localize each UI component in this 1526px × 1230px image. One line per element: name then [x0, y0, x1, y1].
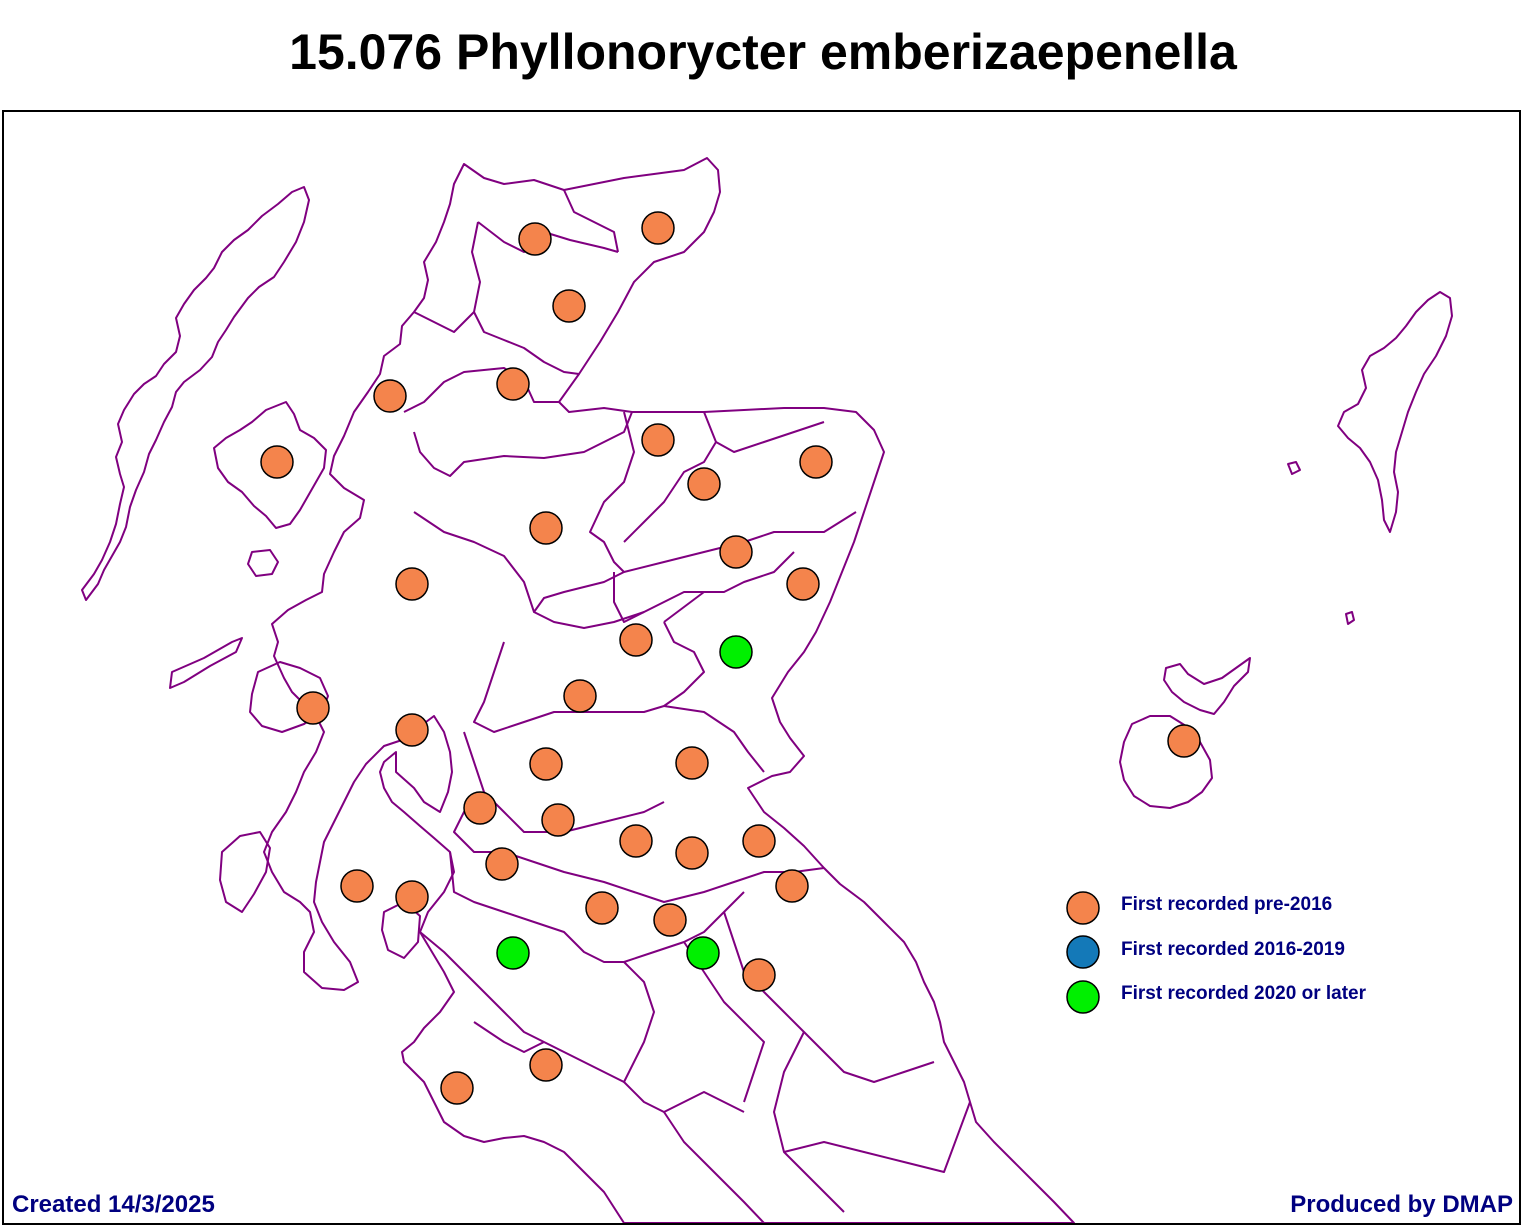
record-dot-pre2016 [675, 836, 709, 870]
record-dot-pre2016 [786, 567, 820, 601]
rum-outline [247, 549, 279, 577]
record-dots [260, 211, 1201, 1105]
orkney-outline [1119, 715, 1213, 809]
vc-boundary [723, 911, 935, 1083]
record-dot-pre2016 [687, 467, 721, 501]
record-dot-pre2016 [463, 791, 497, 825]
record-dot-pre2016 [641, 211, 675, 245]
record-dot-pre2016 [395, 713, 429, 747]
record-dot-pre2016 [619, 824, 653, 858]
vc-boundary [413, 511, 625, 613]
record-dot-pre2016 [296, 691, 330, 725]
record-dot-2020plus [686, 936, 720, 970]
vc-boundary [453, 791, 825, 903]
vc-boundary [563, 189, 619, 253]
record-dot-pre2016 [585, 891, 619, 925]
created-date: Created 14/3/2025 [12, 1191, 215, 1218]
legend-swatch-2016to2019 [1066, 935, 1100, 969]
legend-label-2016-2019: First recorded 2016-2019 [1121, 939, 1345, 960]
record-dot-pre2016 [775, 869, 809, 903]
map-title: 15.076 Phyllonorycter emberizaepenella [289, 24, 1237, 80]
legend-label-pre2016: First recorded pre-2016 [1121, 894, 1333, 915]
record-dot-pre2016 [799, 445, 833, 479]
mainland-outline [263, 157, 1075, 1223]
fair-isle-outline [1345, 611, 1355, 625]
record-dot-pre2016 [340, 869, 374, 903]
vice-county-boundaries [81, 157, 1453, 1223]
record-dot-pre2016 [675, 746, 709, 780]
record-dot-2020plus [719, 635, 753, 669]
vc-boundary [533, 611, 645, 629]
record-dot-pre2016 [518, 222, 552, 256]
skye-outline [213, 401, 327, 529]
legend-swatches [1066, 891, 1100, 1014]
record-dot-pre2016 [552, 289, 586, 323]
record-dot-pre2016 [529, 747, 563, 781]
legend-label-2020-later: First recorded 2020 or later [1121, 983, 1366, 1004]
record-dot-pre2016 [719, 535, 753, 569]
foula-outline [1287, 461, 1301, 475]
record-dot-pre2016 [641, 423, 675, 457]
record-dot-pre2016 [260, 445, 294, 479]
vc-boundary [783, 1101, 971, 1173]
vc-boundary [463, 731, 665, 833]
vc-boundary [403, 367, 559, 413]
coll-tiree-outline [169, 637, 243, 689]
record-dot-2020plus [496, 936, 530, 970]
record-dot-pre2016 [619, 623, 653, 657]
vc-boundary [613, 551, 795, 623]
vc-boundary [715, 421, 825, 453]
legend-swatch-2020plus [1066, 980, 1100, 1014]
vc-boundary [683, 941, 765, 1103]
vc-boundary [419, 931, 625, 1083]
record-dot-pre2016 [496, 367, 530, 401]
legend-swatch-pre2016 [1066, 891, 1100, 925]
record-dot-pre2016 [541, 803, 575, 837]
vc-boundary [773, 1031, 845, 1213]
vc-boundary [663, 591, 705, 623]
record-dot-pre2016 [485, 847, 519, 881]
vc-boundary [473, 621, 705, 733]
map-canvas [81, 157, 1453, 1223]
orkney-north-isles [1163, 657, 1251, 715]
vc-boundary [663, 1111, 765, 1223]
shetland-outline [1337, 291, 1453, 533]
outer-hebrides-outline [81, 186, 310, 601]
record-dot-pre2016 [529, 511, 563, 545]
map-frame: First recorded pre-2016 First recorded 2… [2, 110, 1521, 1225]
vc-boundary [623, 961, 745, 1113]
vc-boundary [413, 311, 475, 333]
vc-boundary [663, 705, 765, 773]
vc-boundary [589, 411, 857, 573]
record-dot-pre2016 [395, 880, 429, 914]
vc-boundary [473, 1021, 545, 1053]
record-dot-pre2016 [653, 903, 687, 937]
record-dot-pre2016 [1167, 724, 1201, 758]
vc-boundary [471, 221, 580, 375]
record-dot-pre2016 [529, 1048, 563, 1082]
record-dot-pre2016 [742, 958, 776, 992]
record-dot-pre2016 [440, 1071, 474, 1105]
record-dot-pre2016 [395, 567, 429, 601]
record-dot-pre2016 [563, 679, 597, 713]
islay-jura-outline [219, 831, 271, 913]
vc-boundary [413, 411, 633, 477]
produced-by: Produced by DMAP [1290, 1191, 1513, 1218]
record-dot-pre2016 [742, 824, 776, 858]
record-dot-pre2016 [373, 379, 407, 413]
vc-boundary [449, 851, 745, 963]
